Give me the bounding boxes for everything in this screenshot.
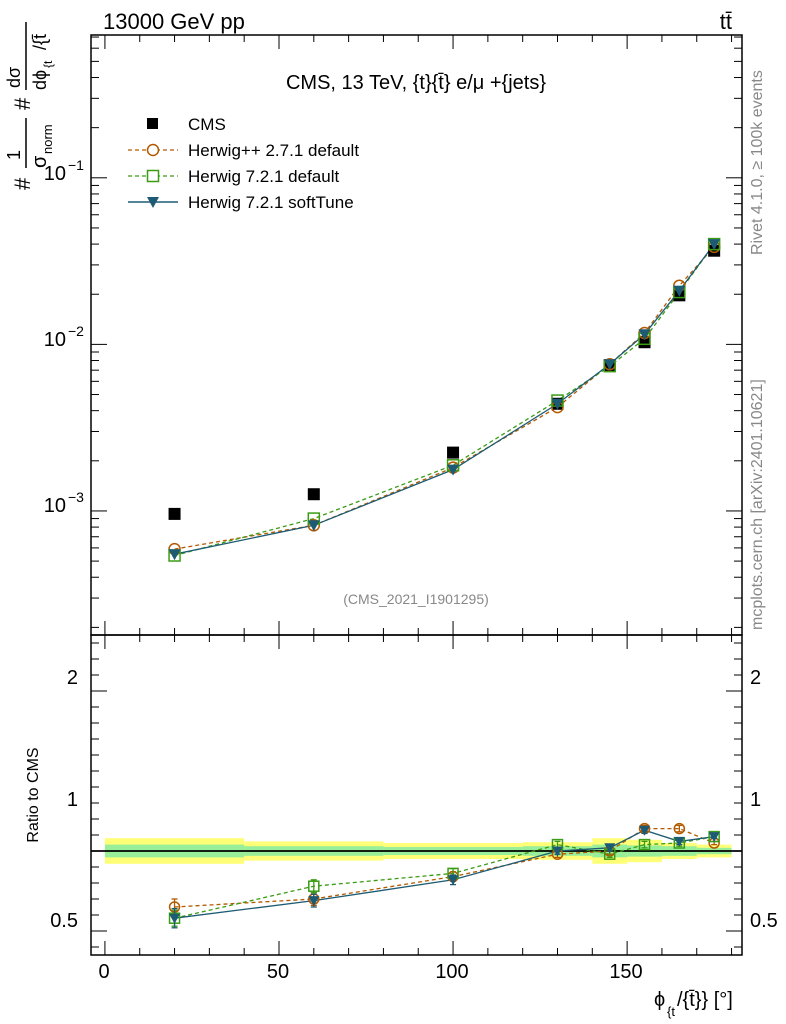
legend-marker-herwig-721-softtune [147,197,159,208]
x-label-tail: /{t̄}} [°] [677,989,733,1011]
ratio-y-axis-label: Ratio to CMS [25,747,42,842]
legend-label-herwig-721-softtune: Herwig 7.2.1 softTune [188,193,354,212]
legend-label-cms: CMS [188,115,226,134]
x-axis-label: ϕ {t /{t̄}} [°] [654,989,733,1019]
main-title: CMS, 13 TeV, {t}{t̄} e/μ +{jets} [286,72,546,94]
ratio-point [308,896,320,907]
mcplots-label: mcplots.cern.ch [arXiv:2401.10621] [749,379,766,630]
y-label-dphi: dϕ [30,70,50,90]
data-point [447,464,460,476]
legend-label-herwigpp-271: Herwig++ 2.7.1 default [188,141,359,160]
data-point [638,336,651,349]
legend-marker-herwigpp-271 [146,143,160,157]
legend-entry-cms: CMS [147,115,226,134]
ratio-y-tick-label: 0.5 [50,910,78,932]
legend-marker-cms [147,118,158,129]
y-label-tail: /{t̄ [30,34,50,50]
x-tick-label: 0 [98,961,109,983]
beam-label: 13000 GeV pp [103,9,245,34]
legend: CMS Herwig++ 2.7.1 default Herwig 7.2.1 … [128,115,359,212]
x-tick-label: 100 [435,961,468,983]
y-label-norm: norm [40,124,55,154]
y-label-dsigma: dσ [4,67,24,88]
ratio-point [169,913,181,924]
ratio-y-tick-label: 1 [67,789,78,811]
ratio-point [604,843,616,854]
ratio-frame [90,634,743,956]
x-tick-label: 50 [267,961,289,983]
ratio-point [708,832,720,843]
y-tick-label-exp: −2 [68,323,84,339]
main-panel: CMS, 13 TeV, {t}{t̄} e/μ +{jets} (CMS_20… [4,22,743,636]
ratio-axis-ticks [91,635,742,955]
legend-marker-herwig-721-default [146,169,160,183]
ratio-panel: 2 1 0.5 2 1 0.5 Ratio to CMS 0 50 100 15… [25,634,778,1019]
series-line [174,243,715,555]
x-label-subscript: {t [667,1004,675,1019]
ratio-point [639,825,651,836]
legend-entry-herwigpp-271: Herwig++ 2.7.1 default [128,141,359,160]
ratio-series-line [174,829,715,919]
main-y-axis-label: # 1 σ norm # dσ dϕ {t /{t̄ [4,22,55,190]
y-label-sigma: σ [29,155,51,168]
rivet-version-label: Rivet 4.1.0, ≥ 100k events [749,70,766,255]
data-point [673,285,686,297]
ratio-data-layer [168,822,720,929]
data-point [168,507,181,520]
y-label-hash-2: # [10,97,35,110]
x-tick-label: 150 [609,961,642,983]
data-point [307,520,320,532]
main-axis-ticks [91,35,742,635]
data-point [603,359,616,371]
y-tick-label-exp: −3 [68,489,84,505]
main-y-tick-label: 10 −3 [44,489,84,517]
data-point [307,488,320,501]
data-point [447,446,460,459]
ratio-point [447,875,459,886]
process-label: tt̄ [720,9,732,34]
ratio-point [308,880,320,892]
ratio-y-tick-label-right: 2 [750,667,761,689]
series-line [174,246,715,550]
y-tick-label-base: 10 [44,495,66,517]
main-data-layer [168,237,721,562]
analysis-watermark: (CMS_2021_I1901295) [343,591,489,607]
legend-entry-herwig-721-softtune: Herwig 7.2.1 softTune [128,193,354,212]
ratio-series-line [174,827,715,908]
data-point [551,398,564,410]
data-point [168,549,181,561]
data-point [708,244,721,257]
series-line [174,243,715,557]
data-point [708,239,721,251]
ratio-point [638,838,651,851]
y-tick-label-base: 10 [44,329,66,351]
ratio-point [673,822,686,835]
y-label-hash-1: # [10,177,35,190]
y-tick-label-exp: −1 [68,157,84,173]
ratio-point [673,836,685,847]
ratio-y-tick-label-right: 0.5 [750,910,778,932]
legend-label-herwig-721-default: Herwig 7.2.1 default [188,167,339,186]
legend-entry-herwig-721-default: Herwig 7.2.1 default [128,167,339,186]
y-label-one: 1 [4,150,24,160]
y-label-subscript: {t [41,60,55,68]
main-y-tick-label: 10 −1 [44,157,84,185]
ratio-point [551,846,563,857]
ratio-y-tick-label-right: 1 [750,789,761,811]
data-point [638,329,651,341]
ratio-y-tick-label: 2 [67,667,78,689]
y-tick-label-base: 10 [44,163,66,185]
main-y-tick-label: 10 −2 [44,323,84,351]
x-label-phi: ϕ [654,989,665,1011]
